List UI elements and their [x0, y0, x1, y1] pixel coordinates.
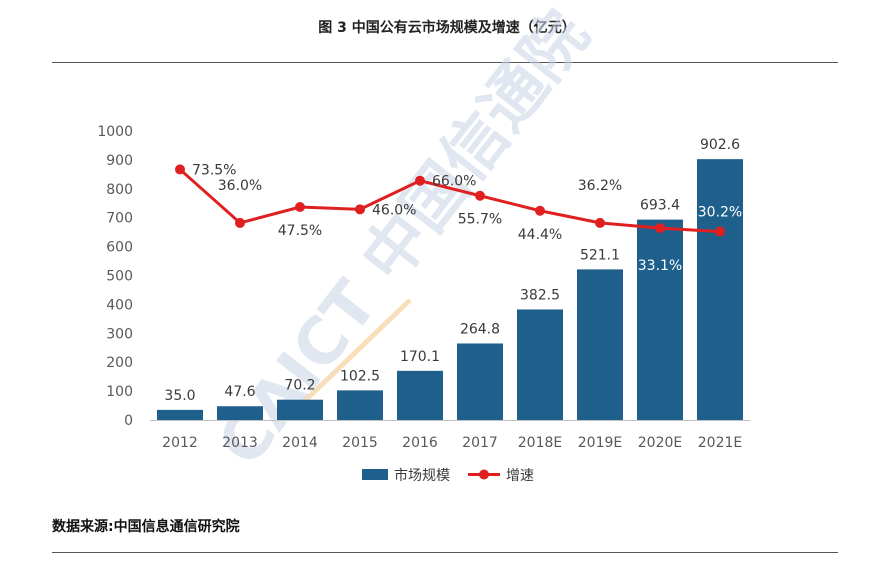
x-tick-label: 2013 [222, 435, 258, 451]
bar-2014 [277, 399, 323, 420]
bar-2015 [337, 390, 383, 420]
growth-rate-label: 47.5% [278, 223, 322, 239]
x-tick-label: 2015 [342, 435, 378, 451]
growth-rate-label: 44.4% [518, 227, 562, 243]
growth-rate-label: 46.0% [372, 202, 416, 218]
y-tick-label: 200 [106, 355, 133, 371]
bar-series [157, 159, 743, 420]
y-tick-label: 100 [106, 384, 133, 400]
y-tick-label: 600 [106, 240, 133, 256]
source-note: 数据来源:中国信息通信研究院 [52, 519, 240, 535]
bar-value-label: 70.2 [284, 378, 315, 394]
top-divider [52, 62, 838, 63]
x-axis-labels: 2012 2013 2014 2015 2016 2017 2018E 2019E 2020E 2… [162, 435, 742, 451]
x-tick-label: 2018E [518, 435, 562, 451]
x-tick-label: 2012 [162, 435, 198, 451]
legend-line-marker [479, 469, 489, 480]
y-tick-label: 900 [106, 153, 133, 169]
bar-value-label: 102.5 [340, 368, 380, 384]
legend: 市场规模 增速 [362, 467, 534, 484]
x-tick-label: 2014 [282, 435, 318, 451]
growth-point-2021E [715, 226, 725, 237]
growth-line [179, 168, 721, 234]
growth-rate-label: 55.7% [458, 212, 502, 228]
growth-point-2014 [295, 202, 305, 213]
growth-rate-label: 33.1% [638, 258, 682, 274]
y-tick-label: 700 [106, 211, 133, 227]
bar-2018E [517, 309, 563, 420]
bar-value-label: 382.5 [520, 287, 560, 303]
y-tick-label: 400 [106, 297, 133, 313]
growth-point-2013 [235, 217, 245, 228]
legend-line-label: 增速 [506, 468, 534, 484]
growth-line-series: 73.5%36.0% 47.5% 46.0% 66.0% 55.7% 44.4% 36.2%… [175, 162, 742, 274]
growth-rate-label: 73.5% [192, 162, 236, 178]
x-tick-label: 2017 [462, 435, 498, 451]
legend-bar-swatch [362, 469, 388, 480]
bar-value-label: 47.6 [224, 384, 255, 400]
y-tick-label: 300 [106, 326, 133, 342]
x-tick-label: 2020E [638, 435, 682, 451]
y-tick-label: 1000 [97, 124, 133, 140]
bar-value-label: 170.1 [400, 349, 440, 365]
bar-value-label: 35.0 [164, 388, 195, 404]
bar-2020E [637, 219, 683, 420]
bar-2019E [577, 269, 623, 420]
y-tick-label: 0 [124, 413, 133, 429]
bar-2017 [457, 343, 503, 420]
bar-2013 [217, 406, 263, 420]
growth-point-2016 [415, 175, 425, 186]
y-tick-label: 800 [106, 182, 133, 198]
bottom-divider [52, 552, 838, 553]
x-tick-label: 2016 [402, 435, 438, 451]
bar-value-label: 902.6 [700, 137, 740, 153]
bar-value-label: 521.1 [580, 247, 620, 263]
bar-value-label: 264.8 [460, 321, 500, 337]
growth-point-2018E [535, 205, 545, 216]
growth-point-2019E [595, 217, 605, 228]
growth-point-2015 [355, 204, 365, 215]
growth-rate-label: 36.0% [218, 178, 262, 194]
y-axis: 0 100 200 300 400 500 600 700 800 900 1000 [97, 124, 133, 429]
chart-title: 图 3 中国公有云市场规模及增速（亿元） [318, 20, 576, 36]
bar-2016 [397, 370, 443, 420]
growth-rate-label: 30.2% [698, 205, 742, 221]
growth-rate-label: 66.0% [432, 174, 476, 190]
x-tick-label: 2019E [578, 435, 622, 451]
growth-point-2020E [655, 223, 665, 234]
growth-rate-label: 36.2% [578, 178, 622, 194]
legend-bar-label: 市场规模 [394, 467, 450, 484]
x-tick-label: 2021E [698, 435, 742, 451]
bar-data-labels: 35.0 47.6 70.2 102.5 170.1 264.8 382.5 521.1 693… [164, 137, 740, 404]
bar-2021E [697, 159, 743, 420]
bar-2012 [157, 409, 203, 420]
growth-point-2017 [475, 190, 485, 201]
y-tick-label: 500 [106, 269, 133, 285]
growth-point-2012 [175, 164, 185, 175]
bar-value-label: 693.4 [640, 198, 680, 214]
